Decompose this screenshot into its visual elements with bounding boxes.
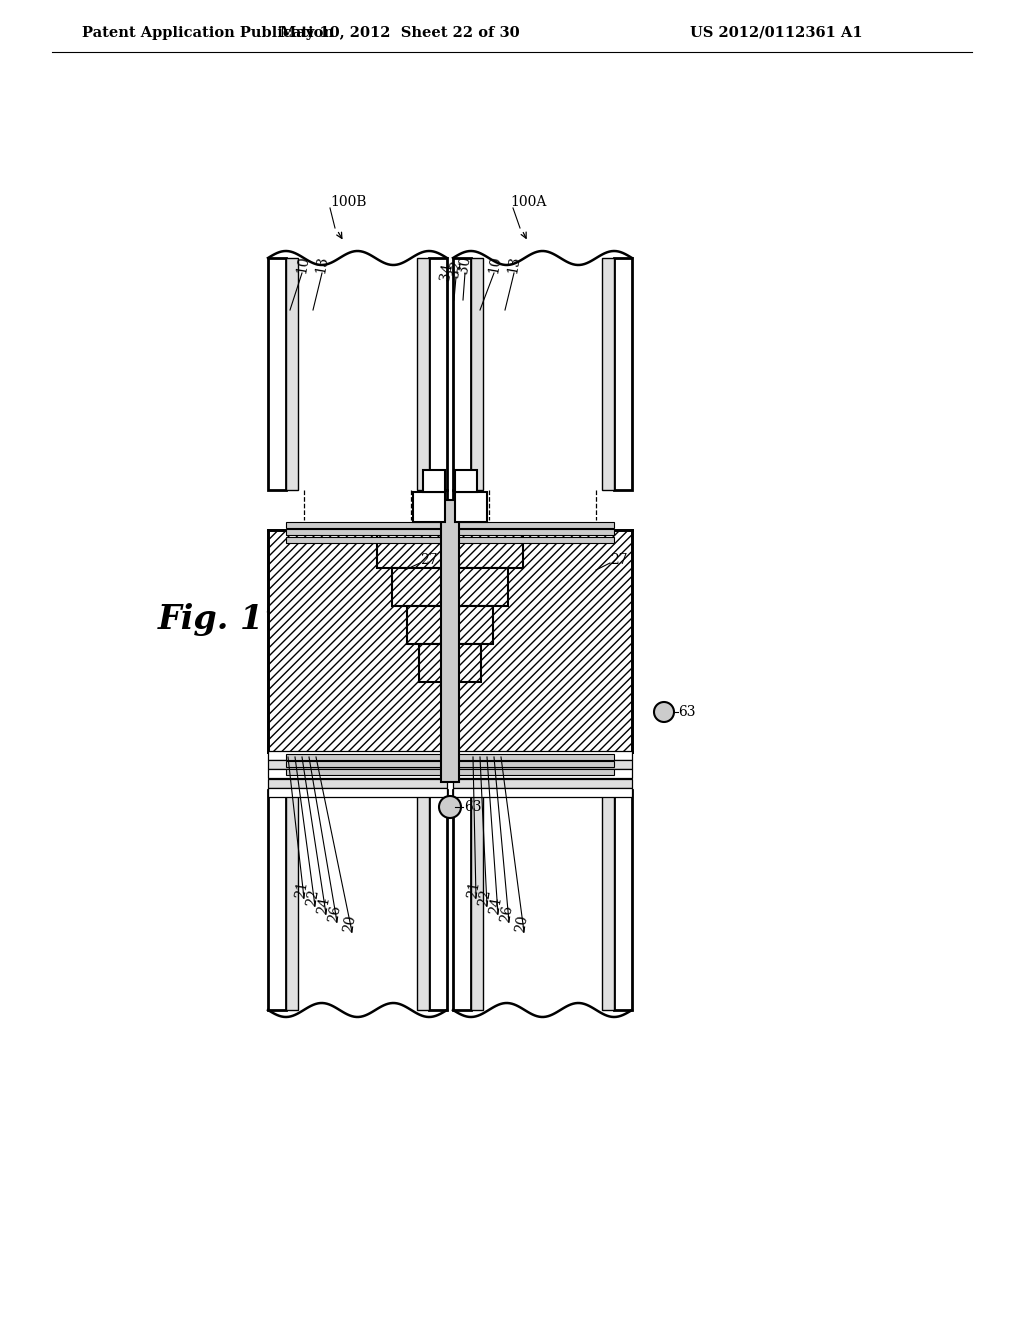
Text: 63: 63 [678, 705, 695, 719]
Text: 26: 26 [327, 904, 343, 924]
Bar [286, 789, 298, 1010]
Bar [614, 789, 632, 1010]
Bar [453, 257, 471, 490]
Bar [413, 492, 445, 521]
Bar [268, 789, 286, 1010]
Bar [453, 644, 481, 682]
Bar [471, 257, 483, 490]
Bar [423, 470, 445, 492]
Text: 27: 27 [420, 553, 437, 568]
Bar [602, 257, 614, 490]
Text: 27: 27 [610, 553, 628, 568]
Bar [614, 257, 632, 490]
Text: 34: 34 [438, 263, 456, 282]
Bar [286, 770, 614, 775]
Bar [268, 531, 447, 752]
Text: 21: 21 [466, 880, 482, 900]
Bar [419, 644, 447, 682]
Text: May 10, 2012  Sheet 22 of 30: May 10, 2012 Sheet 22 of 30 [281, 26, 520, 40]
Text: 20: 20 [514, 915, 530, 933]
Text: US 2012/0112361 A1: US 2012/0112361 A1 [690, 26, 862, 40]
Bar [453, 606, 493, 644]
Bar [286, 521, 614, 528]
Text: 30: 30 [457, 255, 473, 275]
Text: 24: 24 [487, 896, 505, 916]
Text: 13: 13 [506, 255, 522, 275]
Bar [286, 529, 614, 535]
Bar [602, 789, 614, 1010]
Circle shape [654, 702, 674, 722]
Text: 22: 22 [476, 888, 494, 908]
Bar [441, 500, 459, 781]
Text: 20: 20 [342, 915, 358, 933]
Bar [268, 760, 447, 770]
Bar [286, 537, 614, 543]
Bar [268, 257, 286, 490]
Bar [453, 531, 523, 568]
Text: 21: 21 [294, 880, 310, 900]
Text: 10: 10 [486, 255, 504, 275]
Bar [453, 760, 632, 770]
Text: 22: 22 [304, 888, 322, 908]
Bar [286, 762, 614, 767]
Circle shape [439, 796, 461, 818]
Bar [377, 531, 447, 568]
Bar [268, 779, 447, 788]
Bar [429, 789, 447, 1010]
Bar [429, 257, 447, 490]
Bar [471, 789, 483, 1010]
Text: 100B: 100B [330, 195, 367, 209]
Bar [453, 568, 508, 606]
Bar [268, 770, 447, 777]
Bar [453, 789, 471, 1010]
Bar [453, 779, 632, 788]
Bar [407, 606, 447, 644]
Bar [455, 470, 477, 492]
Bar [286, 754, 614, 760]
Bar [453, 788, 632, 797]
Text: 13: 13 [313, 255, 331, 275]
Bar [455, 492, 487, 521]
Bar [417, 789, 429, 1010]
Bar [453, 751, 632, 760]
Text: 26: 26 [499, 904, 515, 924]
Text: Patent Application Publication: Patent Application Publication [82, 26, 334, 40]
Text: 63: 63 [464, 800, 481, 814]
Text: 100A: 100A [510, 195, 547, 209]
Bar [268, 751, 447, 760]
Bar [286, 257, 298, 490]
Bar [453, 770, 632, 777]
Bar [268, 788, 447, 797]
Bar [417, 257, 429, 490]
Bar [453, 531, 632, 752]
Text: 24: 24 [315, 896, 333, 916]
Text: 32: 32 [447, 259, 465, 279]
Text: 10: 10 [295, 255, 311, 275]
Bar [392, 568, 447, 606]
Text: Fig. 17: Fig. 17 [158, 603, 288, 636]
